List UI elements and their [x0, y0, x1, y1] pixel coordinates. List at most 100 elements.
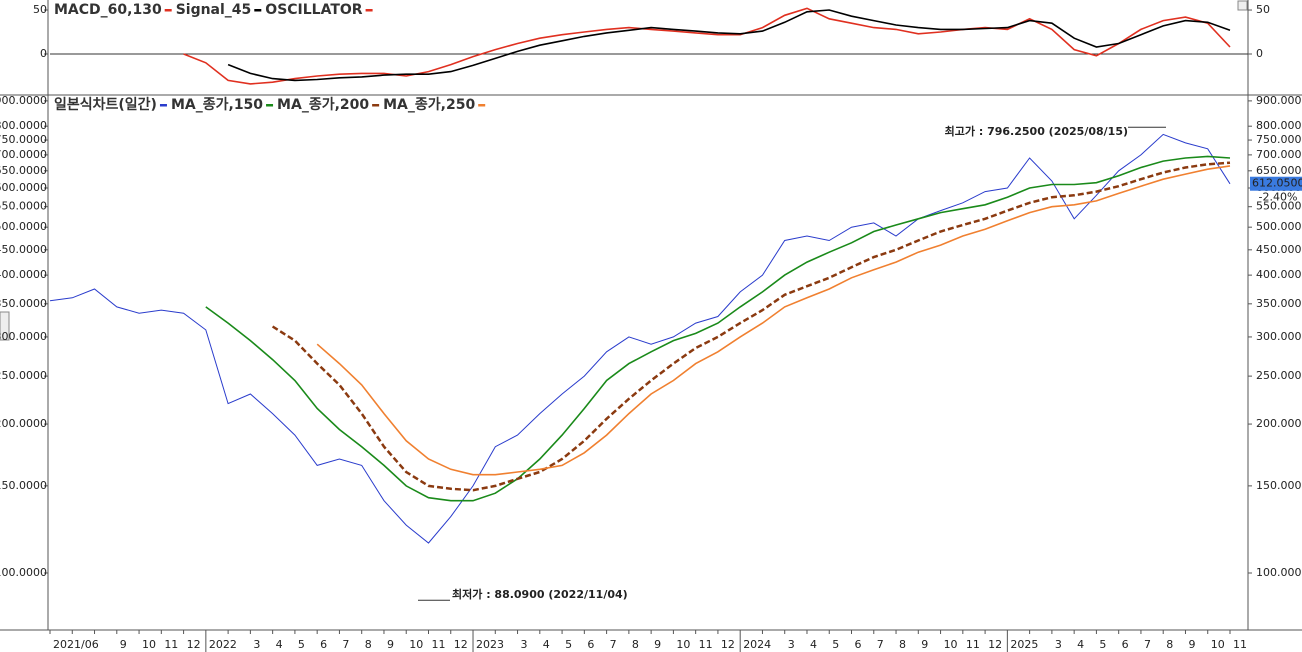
- x-tick-label: 3: [253, 638, 260, 651]
- x-tick-label: 10: [142, 638, 156, 651]
- legend-label: OSCILLATOR: [265, 2, 363, 18]
- x-tick-label: 9: [1188, 638, 1195, 651]
- x-tick-label: 8: [899, 638, 906, 651]
- last-price-box: [1250, 176, 1302, 191]
- y-tick-label: 100.0000: [1256, 566, 1302, 579]
- corner-button: [1237, 0, 1248, 11]
- annotation: 최저가 : 88.0900 (2022/11/04): [452, 587, 628, 601]
- last-price-label: 612.0500: [1252, 177, 1302, 190]
- y-tick-label: 250.0000: [1256, 369, 1302, 382]
- x-tick-label: 5: [298, 638, 305, 651]
- x-tick-label: 5: [832, 638, 839, 651]
- last-price-change: -2.40%: [1259, 191, 1298, 204]
- x-tick-label: 12: [721, 638, 735, 651]
- series-line: [205, 155, 1231, 502]
- x-tick-label: 8: [1166, 638, 1173, 651]
- y-tick-label: 200.0000: [1256, 417, 1302, 430]
- y-tick-label: 150.0000: [1256, 479, 1302, 492]
- y-tick-label: 450.0000: [1256, 243, 1302, 256]
- y-tick-label: 800.0000: [1256, 119, 1302, 132]
- y-tick-label: 550.0000: [1256, 200, 1302, 213]
- y-tick-label-left: 700.0000: [0, 148, 47, 161]
- x-tick-label: 10: [944, 638, 958, 651]
- y-tick-label-left: 150.0000: [0, 479, 47, 492]
- x-tick-label: 6: [587, 638, 594, 651]
- y-tick-label-left: 250.0000: [0, 369, 47, 382]
- x-tick-label: 6: [320, 638, 327, 651]
- x-tick-label: 12: [988, 638, 1002, 651]
- series-line: [316, 165, 1231, 476]
- series-line: [183, 7, 1231, 85]
- x-tick-label: 10: [676, 638, 690, 651]
- x-tick-label: 8: [632, 638, 639, 651]
- legend-label: 일본식차트(일간): [54, 96, 157, 113]
- x-tick-label: 9: [654, 638, 661, 651]
- x-tick-label: 11: [699, 638, 713, 651]
- legend-swatch: [365, 9, 373, 12]
- y-tick-label: 750.0000: [1256, 133, 1302, 146]
- series-line: [49, 133, 1231, 544]
- x-tick-label: 7: [877, 638, 884, 651]
- y-tick-label-left: 0: [40, 47, 47, 60]
- y-tick-label-left: 650.0000: [0, 164, 47, 177]
- y-tick-label-left: 600.0000: [0, 181, 47, 194]
- x-tick-label: 7: [1144, 638, 1151, 651]
- x-tick-label: 8: [365, 638, 372, 651]
- y-tick-label: 0: [1256, 47, 1263, 60]
- x-tick-label: 12: [454, 638, 468, 651]
- legend-swatch: [254, 9, 262, 12]
- y-tick-label: 50: [1256, 3, 1270, 16]
- y-tick-label: 350.0000: [1256, 297, 1302, 310]
- legend-label: MA_종가,150: [171, 97, 263, 113]
- legend-swatch: [372, 104, 380, 107]
- x-tick-label: 9: [387, 638, 394, 651]
- y-tick-label-left: 100.0000: [0, 566, 47, 579]
- y-tick-label-left: 450.0000: [0, 243, 47, 256]
- x-tick-label: 3: [521, 638, 528, 651]
- x-tick-label: 2025: [1010, 638, 1038, 651]
- x-tick-label: 3: [788, 638, 795, 651]
- x-tick-label: 11: [164, 638, 178, 651]
- x-tick-label: 2024: [743, 638, 771, 651]
- y-tick-label-left: 500.0000: [0, 220, 47, 233]
- legend-swatch: [159, 104, 167, 107]
- legend-label: MACD_60,130: [54, 2, 162, 18]
- legend-label: MA_종가,200: [277, 97, 369, 113]
- legend-swatch: [164, 9, 172, 12]
- y-tick-label-left: 800.0000: [0, 119, 47, 132]
- y-tick-label-left: 900.0000: [0, 94, 47, 107]
- x-tick-label: 6: [1122, 638, 1129, 651]
- x-tick-label: 7: [610, 638, 617, 651]
- y-tick-label: 500.0000: [1256, 220, 1302, 233]
- x-tick-label: 3: [1055, 638, 1062, 651]
- x-tick-label: 12: [187, 638, 201, 651]
- series-line: [227, 9, 1231, 82]
- x-tick-label: 2022: [209, 638, 237, 651]
- x-tick-label: 6: [855, 638, 862, 651]
- y-tick-label-left: 750.0000: [0, 133, 47, 146]
- legend-label: Signal_45: [176, 2, 252, 18]
- x-tick-label: 10: [1211, 638, 1225, 651]
- x-tick-label: 4: [1077, 638, 1084, 651]
- y-tick-label-left: 350.0000: [0, 297, 47, 310]
- y-tick-label: 700.0000: [1256, 148, 1302, 161]
- series-line: [271, 161, 1231, 492]
- x-tick-label: 4: [810, 638, 817, 651]
- y-tick-label-left: 400.0000: [0, 268, 47, 281]
- annotation: 최고가 : 796.2500 (2025/08/15): [945, 124, 1128, 138]
- x-tick-label: 11: [966, 638, 980, 651]
- y-tick-label: 650.0000: [1256, 164, 1302, 177]
- x-tick-label: 7: [342, 638, 349, 651]
- y-tick-label-left: 550.0000: [0, 200, 47, 213]
- x-tick-label: 4: [543, 638, 550, 651]
- x-tick-label: 2021/06: [53, 638, 99, 651]
- x-tick-label: 9: [921, 638, 928, 651]
- x-tick-label: 11: [431, 638, 445, 651]
- x-tick-label: 5: [565, 638, 572, 651]
- legend-label: MA_종가,250: [383, 97, 475, 113]
- y-tick-label: 300.0000: [1256, 330, 1302, 343]
- y-tick-label: 400.0000: [1256, 268, 1302, 281]
